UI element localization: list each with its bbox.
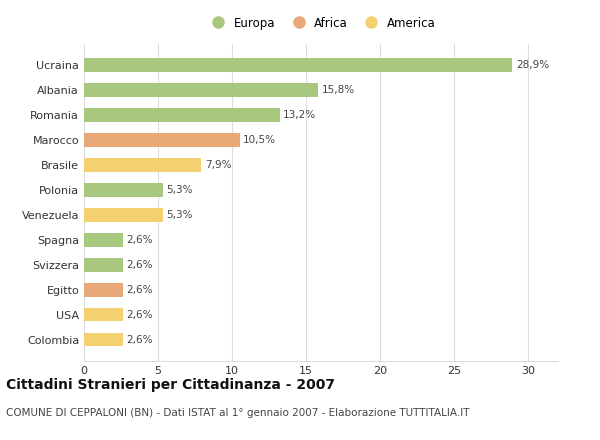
Text: 15,8%: 15,8%: [322, 85, 355, 95]
Text: 2,6%: 2,6%: [126, 285, 153, 295]
Bar: [84, 158, 201, 172]
Text: 5,3%: 5,3%: [166, 210, 193, 220]
Bar: [84, 208, 163, 222]
Text: 7,9%: 7,9%: [205, 160, 231, 170]
Text: 13,2%: 13,2%: [283, 110, 316, 120]
Bar: [84, 308, 122, 322]
Bar: [84, 258, 122, 271]
Legend: Europa, Africa, America: Europa, Africa, America: [202, 12, 440, 34]
Text: 2,6%: 2,6%: [126, 235, 153, 245]
Text: COMUNE DI CEPPALONI (BN) - Dati ISTAT al 1° gennaio 2007 - Elaborazione TUTTITAL: COMUNE DI CEPPALONI (BN) - Dati ISTAT al…: [6, 408, 470, 418]
Bar: [84, 333, 122, 346]
Text: 2,6%: 2,6%: [126, 260, 153, 270]
Bar: [84, 183, 163, 197]
Bar: [84, 83, 318, 97]
Bar: [84, 233, 122, 247]
Text: Cittadini Stranieri per Cittadinanza - 2007: Cittadini Stranieri per Cittadinanza - 2…: [6, 378, 335, 392]
Text: 5,3%: 5,3%: [166, 185, 193, 195]
Text: 28,9%: 28,9%: [516, 60, 549, 70]
Bar: [84, 59, 512, 72]
Text: 2,6%: 2,6%: [126, 334, 153, 345]
Bar: [84, 133, 239, 147]
Bar: [84, 108, 280, 122]
Text: 2,6%: 2,6%: [126, 310, 153, 319]
Bar: [84, 283, 122, 297]
Text: 10,5%: 10,5%: [243, 135, 276, 145]
